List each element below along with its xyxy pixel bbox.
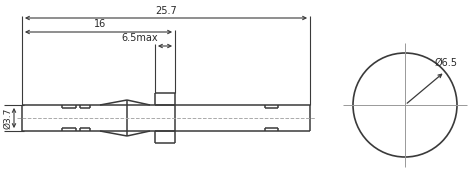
Text: 25.7: 25.7	[155, 6, 177, 16]
Text: 16: 16	[94, 19, 106, 29]
Text: Ø6.5: Ø6.5	[435, 58, 458, 68]
Text: 6.5max: 6.5max	[122, 33, 158, 43]
Text: Ø3.7: Ø3.7	[3, 107, 13, 129]
